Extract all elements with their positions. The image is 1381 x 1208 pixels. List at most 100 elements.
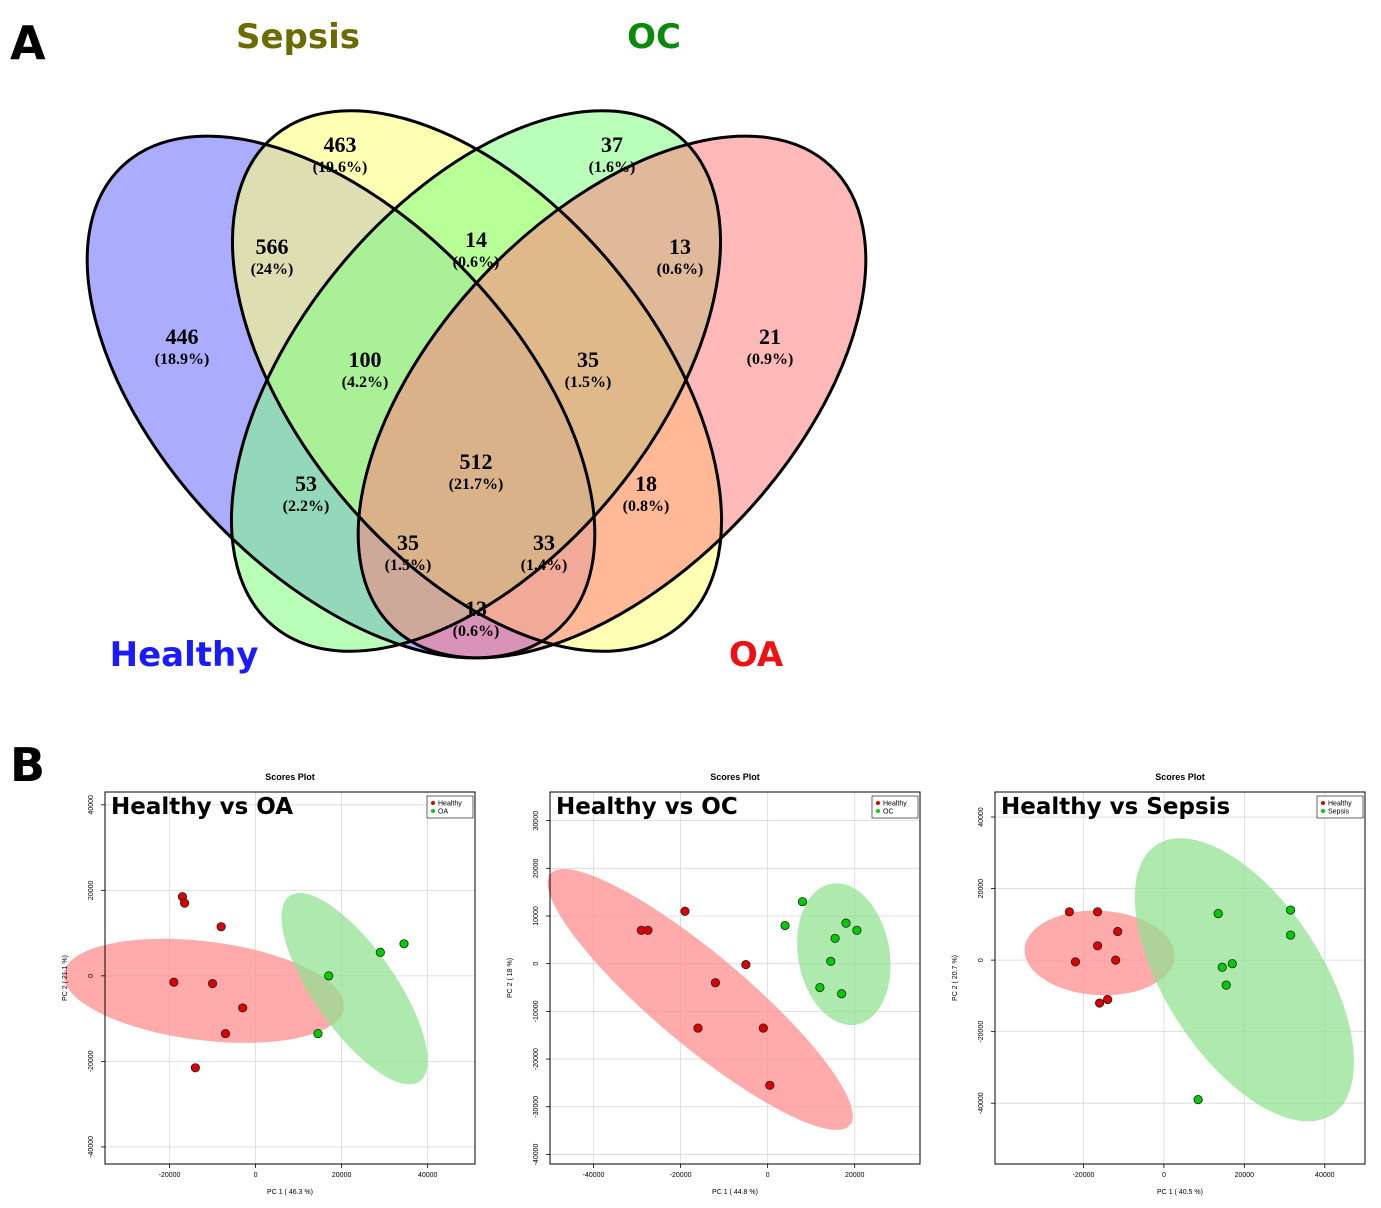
scores-plot-title: Scores Plot <box>1155 772 1205 782</box>
comparison-title: Healthy vs OC <box>556 794 738 820</box>
pca-plot-healthy-vs-oa: Scores Plot -20000 0 20000 40000 -40000 -20000… <box>55 762 485 1208</box>
venn-region-count-healthy-sepsis-oc: 100 <box>349 347 382 372</box>
legend-marker-oa <box>431 809 435 813</box>
venn-region-percent-oc: (1.6%) <box>589 159 636 176</box>
venn-set-label-sepsis: Sepsis <box>236 17 360 57</box>
data-point-sepsis <box>1221 980 1231 990</box>
data-point-oc <box>852 925 862 935</box>
venn-region-percent-sepsis-oa: (0.8%) <box>623 498 670 515</box>
y-tick-label: 40000 <box>88 795 95 815</box>
legend-label-healthy: Healthy <box>1328 801 1352 808</box>
confidence-ellipse-healthy <box>1024 910 1175 996</box>
data-point-healthy <box>1103 994 1113 1005</box>
venn-region-percent-healthy: (18.9%) <box>155 351 210 368</box>
y-tick-label: -30000 <box>533 1096 540 1118</box>
venn-set-label-oc: OC <box>627 17 681 57</box>
venn-region-percent-sepsis-oc: (0.6%) <box>453 254 500 271</box>
data-point-healthy <box>179 898 190 908</box>
legend-box <box>426 795 474 819</box>
venn-region-percent-healthy-oc: (2.2%) <box>283 498 330 515</box>
x-tick-label: -20000 <box>1073 1172 1095 1179</box>
x-tick-label: 40000 <box>418 1172 438 1179</box>
y-tick-label: 0 <box>978 958 985 962</box>
x-axis-label: PC 1 ( 40.5 %) <box>1157 1189 1203 1196</box>
confidence-ellipse-sepsis <box>1134 838 1354 1122</box>
y-tick-label: 10000 <box>533 906 540 926</box>
venn-set-label-oa: OA <box>729 635 784 675</box>
data-point-healthy <box>643 925 653 935</box>
confidence-ellipse-healthy <box>63 938 345 1043</box>
venn-region-count-sepsis-oa: 18 <box>635 471 657 496</box>
venn-region-count-sepsis: 463 <box>324 132 357 157</box>
venn-region-count-healthy-oa: 13 <box>465 596 487 621</box>
y-axis-label: PC 2 ( 21.1 %) <box>62 955 69 1001</box>
pca-plot-healthy-vs-oc: Scores Plot -40000 -20000 0 20000 -40000 -3000… <box>500 762 930 1208</box>
panel-b-letter: B <box>10 738 46 792</box>
legend-label-healthy: Healthy <box>438 801 462 808</box>
data-point-healthy <box>1064 907 1075 917</box>
data-point-sepsis <box>1285 905 1296 915</box>
y-tick-label: -10000 <box>533 1000 540 1022</box>
data-point-sepsis <box>1227 959 1237 969</box>
data-point-healthy <box>220 1028 231 1039</box>
venn-region-count-sepsis-oc-oa: 35 <box>577 347 599 372</box>
data-point-sepsis <box>1217 962 1227 972</box>
plot-frame <box>549 791 921 1165</box>
legend-label-oc: OC <box>883 809 894 816</box>
legend-marker-oc <box>876 809 880 813</box>
y-tick-label: 20000 <box>978 879 985 899</box>
legend-label-oa: OA <box>438 809 448 816</box>
data-point-oc <box>837 989 847 999</box>
venn-region-labels: 463 (19.6%) 37 (1.6%) 566 (24%) 14 (0.6%) 13 (0.6… <box>155 132 794 640</box>
venn-region-percent-sepsis: (19.6%) <box>313 159 368 176</box>
data-point-healthy <box>1113 926 1123 937</box>
data-point-healthy <box>693 1023 703 1033</box>
y-tick-label: -40000 <box>533 1143 540 1165</box>
confidence-ellipse-oa <box>281 892 428 1085</box>
venn-region-count-healthy-sepsis-oc-oa: 512 <box>460 449 493 474</box>
legend-marker-healthy <box>876 801 880 805</box>
comparison-title: Healthy vs Sepsis <box>1001 794 1230 820</box>
venn-region-percent-healthy-sepsis-oa: (1.4%) <box>521 557 568 574</box>
venn-region-count-healthy-sepsis-oa: 33 <box>533 530 555 555</box>
venn-region-count-oa: 21 <box>759 324 781 349</box>
y-tick-label: -20000 <box>978 1021 985 1043</box>
x-axis-label: PC 1 ( 46.3 %) <box>267 1189 313 1196</box>
x-tick-label: 20000 <box>332 1172 352 1179</box>
y-tick-label: 0 <box>88 974 95 978</box>
x-tick-label: 0 <box>766 1172 770 1179</box>
venn-region-percent-healthy-oa: (0.6%) <box>453 623 500 640</box>
x-tick-label: -40000 <box>583 1172 605 1179</box>
x-tick-label: -20000 <box>159 1172 181 1179</box>
venn-region-count-healthy-oc: 53 <box>295 471 317 496</box>
venn-region-percent-healthy-oc-oa: (1.5%) <box>385 557 432 574</box>
venn-region-percent-oa: (0.9%) <box>747 351 794 368</box>
venn-region-count-healthy-sepsis: 566 <box>256 234 289 259</box>
scores-plot-title: Scores Plot <box>265 772 315 782</box>
legend-label-sepsis: Sepsis <box>1328 809 1350 816</box>
data-point-sepsis <box>1213 909 1223 919</box>
y-tick-label: 0 <box>533 962 540 966</box>
comparison-title: Healthy vs OA <box>111 794 293 820</box>
data-point-healthy <box>1092 907 1103 917</box>
y-axis-label: PC 2 ( 20.7 %) <box>952 955 959 1001</box>
venn-region-percent-oc-oa: (0.6%) <box>657 261 704 278</box>
x-tick-label: 0 <box>254 1172 258 1179</box>
y-axis-label: PC 2 ( 18 %) <box>507 958 514 998</box>
data-point-oc <box>797 897 808 907</box>
venn-region-percent-healthy-sepsis-oc-oa: (21.7%) <box>449 476 504 493</box>
legend-marker-healthy <box>1321 801 1325 805</box>
legend-marker-healthy <box>431 801 435 805</box>
venn-region-count-healthy-oc-oa: 35 <box>397 530 419 555</box>
data-point-healthy <box>680 906 690 916</box>
data-point-healthy <box>207 978 218 989</box>
y-tick-label: -40000 <box>978 1092 985 1114</box>
plot-frame <box>104 791 476 1165</box>
data-point-oc <box>830 933 840 944</box>
venn-region-count-healthy: 446 <box>166 324 199 349</box>
legend-marker-sepsis <box>1321 809 1325 813</box>
venn-diagram: 463 (19.6%) 37 (1.6%) 566 (24%) 14 (0.6%) 13 (0.6… <box>0 17 900 700</box>
x-tick-label: 20000 <box>845 1172 865 1179</box>
